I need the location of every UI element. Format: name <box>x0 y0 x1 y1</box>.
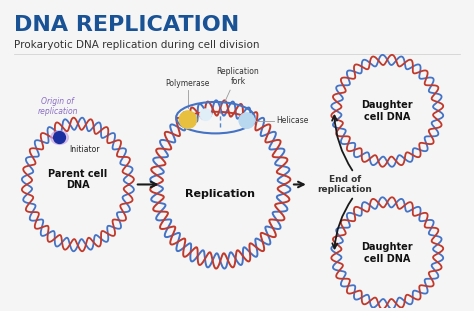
Text: Daughter
cell DNA: Daughter cell DNA <box>362 100 413 122</box>
Circle shape <box>54 132 65 143</box>
Text: Daughter
cell DNA: Daughter cell DNA <box>362 242 413 264</box>
Circle shape <box>200 109 211 121</box>
Text: Helicase: Helicase <box>276 116 309 125</box>
Text: Origin of
replication: Origin of replication <box>37 96 78 116</box>
Text: Parent cell
DNA: Parent cell DNA <box>48 169 108 190</box>
Text: DNA REPLICATION: DNA REPLICATION <box>14 15 239 35</box>
Ellipse shape <box>51 131 68 144</box>
Text: Prokaryotic DNA replication during cell division: Prokaryotic DNA replication during cell … <box>14 40 260 50</box>
Text: End of
replication: End of replication <box>318 175 373 194</box>
Circle shape <box>179 111 197 128</box>
Text: Initiator: Initiator <box>69 146 100 155</box>
Circle shape <box>239 113 255 128</box>
Text: Polymerase: Polymerase <box>166 79 210 88</box>
Text: Replication
fork: Replication fork <box>217 67 259 86</box>
Text: Replication: Replication <box>185 189 255 199</box>
